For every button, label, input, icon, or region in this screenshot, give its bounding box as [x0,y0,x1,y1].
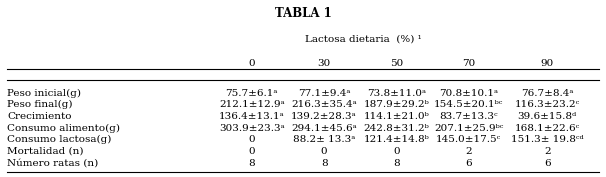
Text: 207.1±25.9ᵇᶜ: 207.1±25.9ᵇᶜ [434,124,504,133]
Text: 88.2± 13.3ᵃ: 88.2± 13.3ᵃ [293,135,355,144]
Text: 114.1±21.0ᵇ: 114.1±21.0ᵇ [364,112,430,121]
Text: 76.7±8.4ᵃ: 76.7±8.4ᵃ [521,88,573,98]
Text: 77.1±9.4ᵃ: 77.1±9.4ᵃ [298,88,350,98]
Text: 70.8±10.1ᵃ: 70.8±10.1ᵃ [439,88,499,98]
Text: Consumo alimento(g): Consumo alimento(g) [7,124,121,133]
Text: 30: 30 [318,59,331,68]
Text: 136.4±13.1ᵃ: 136.4±13.1ᵃ [219,112,285,121]
Text: 116.3±23.2ᶜ: 116.3±23.2ᶜ [514,100,580,109]
Text: 90: 90 [541,59,554,68]
Text: 216.3±35.4ᵃ: 216.3±35.4ᵃ [291,100,357,109]
Text: Lactosa dietaria  (%) ¹: Lactosa dietaria (%) ¹ [305,35,422,44]
Text: Peso inicial(g): Peso inicial(g) [7,88,81,98]
Text: 0: 0 [321,147,327,156]
Text: 0: 0 [393,147,400,156]
Text: 73.8±11.0ᵃ: 73.8±11.0ᵃ [367,88,426,98]
Text: 8: 8 [248,159,255,168]
Text: 121.4±14.8ᵇ: 121.4±14.8ᵇ [364,135,430,144]
Text: 8: 8 [393,159,400,168]
Text: Número ratas (n): Número ratas (n) [7,159,99,168]
Text: 154.5±20.1ᵇᶜ: 154.5±20.1ᵇᶜ [434,100,504,109]
Text: 2: 2 [465,147,472,156]
Text: 242.8±31.2ᵇ: 242.8±31.2ᵇ [364,124,430,133]
Text: 168.1±22.6ᶜ: 168.1±22.6ᶜ [514,124,580,133]
Text: 6: 6 [544,159,551,168]
Text: 70: 70 [462,59,476,68]
Text: 145.0±17.5ᶜ: 145.0±17.5ᶜ [436,135,502,144]
Text: Peso final(g): Peso final(g) [7,100,73,109]
Text: Crecimiento: Crecimiento [7,112,72,121]
Text: 151.3± 19.8ᶜᵈ: 151.3± 19.8ᶜᵈ [511,135,584,144]
Text: Mortalidad (n): Mortalidad (n) [7,147,84,156]
Text: 2: 2 [544,147,551,156]
Text: 0: 0 [248,59,255,68]
Text: 0: 0 [248,135,255,144]
Text: 39.6±15.8ᵈ: 39.6±15.8ᵈ [518,112,577,121]
Text: Consumo lactosa(g): Consumo lactosa(g) [7,135,112,144]
Text: 294.1±45.6ᵃ: 294.1±45.6ᵃ [291,124,357,133]
Text: 83.7±13.3ᶜ: 83.7±13.3ᶜ [439,112,498,121]
Text: 75.7±6.1ᵃ: 75.7±6.1ᵃ [225,88,278,98]
Text: 6: 6 [465,159,472,168]
Text: 212.1±12.9ᵃ: 212.1±12.9ᵃ [219,100,285,109]
Text: TABLA 1: TABLA 1 [275,7,331,20]
Text: 8: 8 [321,159,327,168]
Text: 187.9±29.2ᵇ: 187.9±29.2ᵇ [364,100,430,109]
Text: 0: 0 [248,147,255,156]
Text: 303.9±23.3ᵃ: 303.9±23.3ᵃ [219,124,285,133]
Text: 50: 50 [390,59,403,68]
Text: 139.2±28.3ᵃ: 139.2±28.3ᵃ [291,112,357,121]
